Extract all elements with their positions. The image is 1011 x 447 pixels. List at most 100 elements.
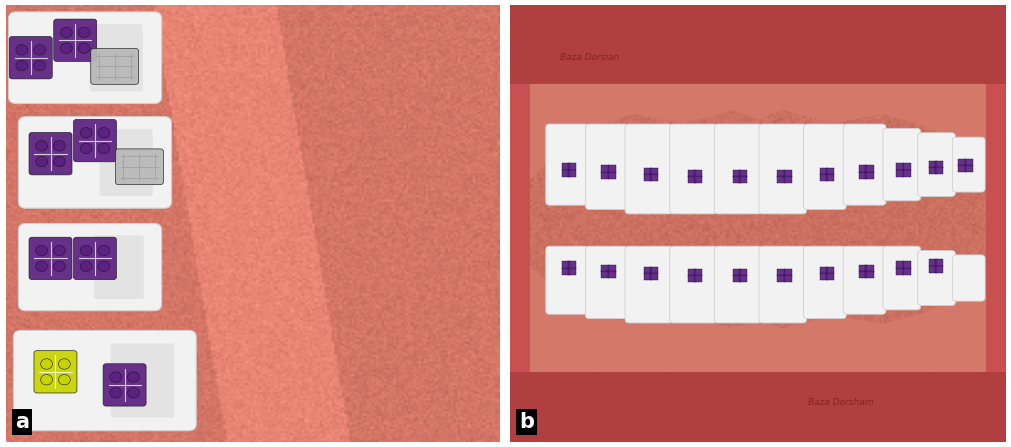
Bar (694, 269, 702, 276)
Bar (819, 174, 827, 181)
Text: b: b (519, 412, 534, 432)
Bar (934, 259, 942, 266)
Bar (896, 163, 904, 170)
Bar (825, 274, 833, 280)
Bar (738, 269, 746, 276)
FancyBboxPatch shape (99, 129, 153, 196)
Bar (928, 266, 936, 273)
Bar (864, 271, 872, 278)
Circle shape (78, 43, 90, 53)
Bar (963, 159, 972, 166)
FancyBboxPatch shape (74, 119, 116, 162)
FancyBboxPatch shape (9, 37, 53, 79)
Circle shape (33, 45, 45, 55)
Bar (649, 174, 657, 181)
Circle shape (98, 245, 109, 256)
Bar (687, 269, 696, 276)
FancyBboxPatch shape (13, 330, 196, 431)
FancyBboxPatch shape (89, 24, 143, 91)
Circle shape (54, 245, 66, 256)
Bar (607, 165, 615, 173)
Bar (687, 170, 696, 177)
Bar (567, 268, 575, 275)
FancyBboxPatch shape (545, 246, 587, 314)
Circle shape (35, 156, 48, 167)
FancyBboxPatch shape (115, 149, 163, 185)
Bar (561, 163, 569, 170)
FancyBboxPatch shape (758, 124, 806, 214)
Circle shape (16, 60, 27, 71)
Bar (649, 267, 657, 274)
Bar (567, 163, 575, 170)
FancyBboxPatch shape (882, 128, 920, 201)
FancyBboxPatch shape (842, 124, 885, 205)
Circle shape (98, 143, 109, 154)
Bar (601, 265, 609, 272)
Bar (643, 274, 651, 280)
Bar (732, 269, 740, 276)
FancyBboxPatch shape (103, 364, 146, 406)
FancyBboxPatch shape (882, 246, 920, 310)
Bar (738, 170, 746, 177)
Circle shape (35, 141, 48, 151)
Bar (783, 269, 791, 276)
FancyBboxPatch shape (74, 237, 116, 279)
FancyBboxPatch shape (714, 246, 761, 323)
Circle shape (127, 372, 140, 382)
Bar (963, 165, 972, 172)
Circle shape (80, 245, 92, 256)
Bar (825, 168, 833, 175)
Bar (819, 274, 827, 280)
FancyBboxPatch shape (917, 133, 954, 196)
FancyBboxPatch shape (34, 351, 77, 393)
FancyBboxPatch shape (917, 251, 954, 305)
Bar (567, 261, 575, 269)
Bar (607, 265, 615, 272)
Bar (732, 176, 740, 183)
Bar (732, 170, 740, 177)
Bar (510, 5, 1005, 84)
Bar (864, 172, 872, 179)
Bar (601, 172, 609, 179)
Bar (776, 170, 785, 177)
Bar (957, 165, 966, 172)
Bar (928, 259, 936, 266)
FancyBboxPatch shape (669, 124, 717, 214)
Bar (858, 165, 866, 173)
Bar (776, 269, 785, 276)
Bar (738, 176, 746, 183)
FancyBboxPatch shape (29, 237, 72, 279)
Bar (561, 268, 569, 275)
Circle shape (54, 261, 66, 271)
Circle shape (54, 156, 66, 167)
FancyBboxPatch shape (842, 246, 885, 314)
Bar (858, 271, 866, 278)
Bar (902, 163, 910, 170)
Polygon shape (530, 267, 985, 372)
FancyBboxPatch shape (625, 124, 672, 214)
Bar (934, 161, 942, 168)
Circle shape (59, 359, 70, 369)
Bar (783, 176, 791, 183)
Bar (819, 267, 827, 274)
Circle shape (16, 45, 27, 55)
Bar (643, 174, 651, 181)
Circle shape (78, 27, 90, 38)
FancyBboxPatch shape (584, 124, 628, 210)
Circle shape (109, 388, 121, 398)
Circle shape (80, 127, 92, 138)
Bar (957, 159, 966, 166)
FancyBboxPatch shape (669, 246, 717, 323)
FancyBboxPatch shape (110, 343, 174, 417)
Bar (858, 172, 866, 179)
Bar (928, 167, 936, 174)
FancyBboxPatch shape (625, 246, 672, 323)
Bar (825, 174, 833, 181)
Circle shape (35, 261, 48, 271)
Circle shape (61, 27, 72, 38)
Bar (776, 176, 785, 183)
Bar (694, 176, 702, 183)
Bar (510, 84, 530, 372)
Bar (864, 265, 872, 272)
Circle shape (61, 43, 72, 53)
